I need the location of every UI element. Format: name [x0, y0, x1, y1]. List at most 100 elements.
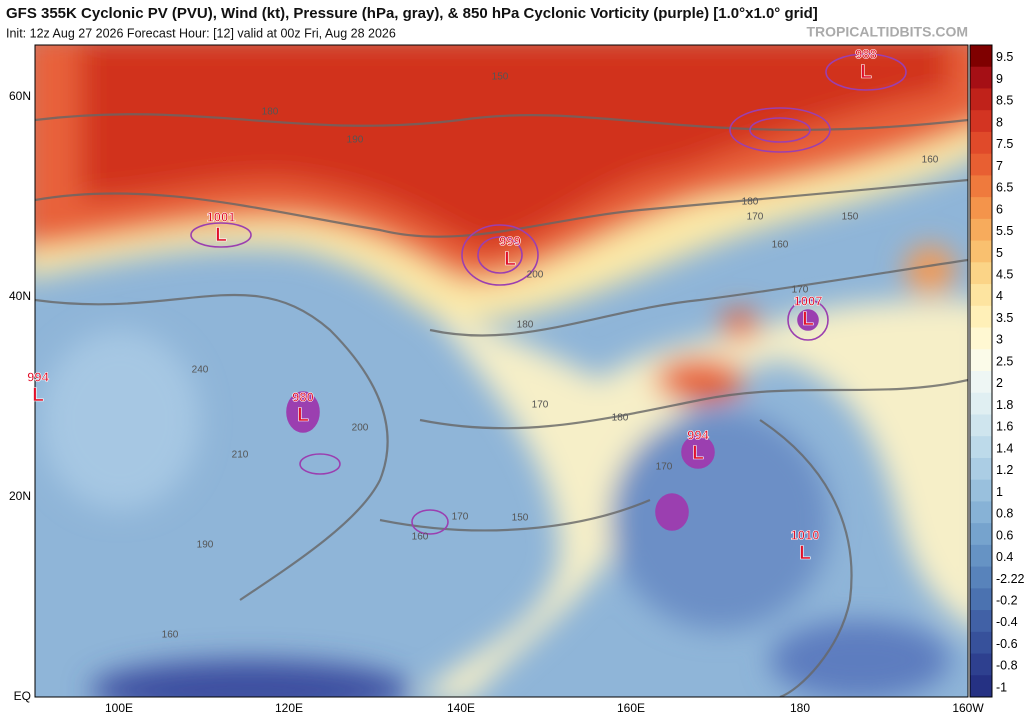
colorbar-label: 1.8 — [996, 398, 1013, 412]
colorbar-label: 4 — [996, 289, 1003, 303]
colorbar-swatch — [970, 284, 992, 307]
contour-label: 170 — [452, 512, 469, 523]
low-pressure: 994 — [687, 427, 709, 442]
lat-label: 60N — [9, 89, 31, 103]
colorbar-swatch — [970, 45, 992, 68]
colorbar-swatch — [970, 349, 992, 372]
colorbar-swatch — [970, 523, 992, 546]
colorbar-label: 1.2 — [996, 463, 1013, 477]
contour-label: 200 — [527, 270, 544, 281]
lon-label: 180 — [790, 701, 810, 715]
colorbar-swatch — [970, 610, 992, 633]
colorbar-swatch — [970, 305, 992, 329]
subtitle: Init: 12z Aug 27 2026 Forecast Hour: [12… — [6, 26, 396, 40]
low-pressure: 1007 — [794, 293, 823, 308]
colorbar-swatch — [970, 131, 992, 155]
map-field — [35, 45, 968, 697]
site: TROPICALTIDBITS.COM — [806, 24, 968, 40]
contour-label: 170 — [792, 285, 809, 296]
contour-label: 180 — [612, 413, 629, 424]
colorbar-label: 1.6 — [996, 420, 1013, 434]
contour-label: 160 — [412, 532, 429, 543]
colorbar-label: 3 — [996, 333, 1003, 347]
contour-label: 190 — [197, 540, 214, 551]
colorbar-label: -1 — [996, 680, 1007, 694]
colorbar-label: 1.4 — [996, 441, 1013, 455]
colorbar-label: 8 — [996, 115, 1003, 129]
colorbar-swatch — [970, 479, 992, 502]
colorbar-swatch — [970, 175, 992, 198]
colorbar-label: -0.8 — [996, 659, 1018, 673]
colorbar-label: -0.4 — [996, 615, 1018, 629]
low-pressure: 999 — [499, 233, 521, 248]
lat-label: 20N — [9, 489, 31, 503]
low-symbol: L — [297, 405, 309, 426]
colorbar-swatch — [970, 436, 992, 459]
colorbar-label: 5 — [996, 246, 1003, 260]
contour-label: 150 — [492, 72, 509, 83]
colorbar-label: 7 — [996, 159, 1003, 173]
contour-label: 160 — [162, 630, 179, 641]
colorbar-swatch — [970, 88, 992, 111]
colorbar-label: 8.5 — [996, 94, 1013, 108]
colorbar-swatch — [970, 327, 992, 350]
colorbar-label: 6.5 — [996, 181, 1013, 195]
colorbar-label: 0.8 — [996, 507, 1013, 521]
colorbar-swatch — [970, 371, 992, 394]
contour-label: 180 — [262, 107, 279, 118]
map-frame — [34, 44, 969, 698]
colorbar-swatch — [970, 501, 992, 524]
low-symbol: L — [860, 62, 872, 83]
colorbar-label: -0.6 — [996, 637, 1018, 651]
colorbar-label: 0.4 — [996, 550, 1013, 564]
colorbar-swatch — [970, 457, 992, 481]
contour-label: 190 — [347, 135, 364, 146]
colorbar-label: 0.6 — [996, 528, 1013, 542]
colorbar-label: -2.22 — [996, 572, 1024, 586]
colorbar-swatch — [970, 631, 992, 655]
low-pressure: 1001 — [207, 209, 236, 224]
lat-label: EQ — [14, 689, 31, 703]
low-pressure: 980 — [292, 389, 314, 404]
contour-label: 160 — [772, 240, 789, 251]
colorbar-swatch — [970, 653, 992, 676]
lon-label: 100E — [105, 701, 133, 715]
contour-label: 240 — [192, 365, 209, 376]
low-symbol: L — [802, 309, 814, 330]
colorbar-label: 1 — [996, 485, 1003, 499]
contour-label: 200 — [352, 423, 369, 434]
colorbar-label: 3.5 — [996, 311, 1013, 325]
colorbar-swatch — [970, 566, 992, 589]
low-symbol: L — [504, 249, 516, 270]
colorbar-frame — [969, 44, 993, 698]
contour-label: 180 — [742, 197, 759, 208]
colorbar-label: 9.5 — [996, 50, 1013, 64]
low-symbol: L — [799, 543, 811, 564]
lon-label: 120E — [275, 701, 303, 715]
low-symbol: L — [692, 443, 704, 464]
low-symbol: L — [32, 385, 44, 406]
colorbar-swatch — [970, 218, 992, 242]
colorbar-swatch — [970, 110, 992, 133]
colorbar-label: 2.5 — [996, 354, 1013, 368]
colorbar: 9.5 9 8.5 8 7.5 7 6.5 6 5.5 5 4.5 4 3.5 3 2.5 2 1.8 1.6 1.… — [969, 44, 1024, 698]
low-pressure: 994 — [27, 369, 49, 384]
contour-label: 150 — [512, 513, 529, 524]
contour-label: 180 — [517, 320, 534, 331]
title: GFS 355K Cyclonic PV (PVU), Wind (kt), P… — [6, 5, 818, 22]
colorbar-label: -0.2 — [996, 593, 1018, 607]
lat-label: 40N — [9, 289, 31, 303]
colorbar-swatch — [970, 240, 992, 263]
contour-label: 150 — [842, 212, 859, 223]
colorbar-swatch — [970, 66, 992, 89]
colorbar-label: 7.5 — [996, 137, 1013, 151]
colorbar-label: 4.5 — [996, 267, 1013, 281]
contour-label: 170 — [747, 212, 764, 223]
contour-label: 210 — [232, 450, 249, 461]
colorbar-swatch — [970, 675, 992, 698]
contour-label: 170 — [532, 400, 549, 411]
contour-label: 170 — [656, 462, 673, 473]
colorbar-swatch — [970, 544, 992, 568]
